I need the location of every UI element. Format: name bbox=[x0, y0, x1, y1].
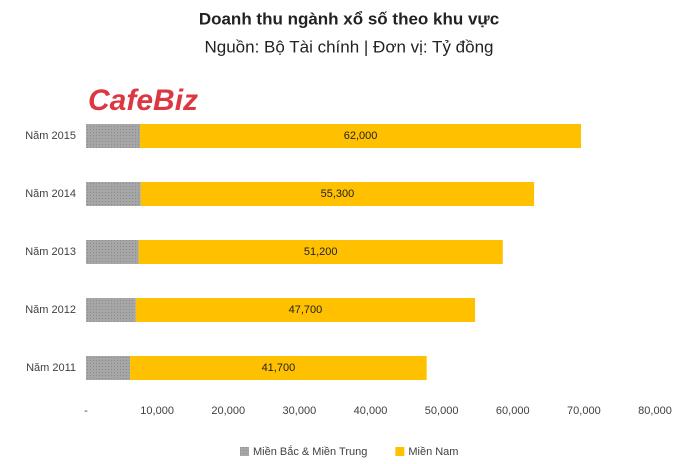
x-tick-label: 60,000 bbox=[496, 405, 530, 417]
x-tick-label: 10,000 bbox=[140, 405, 174, 417]
bar-segment bbox=[140, 182, 535, 206]
bar-segment bbox=[140, 124, 582, 148]
legend-swatch bbox=[395, 447, 405, 456]
chart-subtitle: Nguồn: Bộ Tài chính | Đơn vị: Tỷ đồng bbox=[205, 37, 494, 56]
bar-segment bbox=[130, 356, 427, 380]
y-tick-label: Năm 2014 bbox=[25, 188, 76, 200]
bar-segment bbox=[86, 182, 141, 206]
data-label: 47,700 bbox=[289, 304, 323, 316]
data-label: 41,700 bbox=[262, 362, 296, 374]
bar-segment bbox=[86, 240, 139, 264]
x-tick-label: 70,000 bbox=[567, 405, 601, 417]
chart-title: Doanh thu ngành xổ số theo khu vực bbox=[199, 9, 499, 28]
x-tick-label: 80,000 bbox=[638, 405, 672, 417]
y-tick-label: Năm 2011 bbox=[26, 362, 76, 374]
y-tick-label: Năm 2013 bbox=[25, 246, 76, 258]
watermark: CafeBiz bbox=[88, 84, 198, 117]
y-tick-label: Năm 2012 bbox=[25, 304, 76, 316]
legend-label: Miền Bắc & Miền Trung bbox=[253, 445, 367, 458]
y-tick-label: Năm 2015 bbox=[25, 130, 76, 142]
x-tick-label: 50,000 bbox=[425, 405, 459, 417]
legend-label: Miền Nam bbox=[408, 446, 458, 458]
bar-segment bbox=[86, 356, 131, 380]
x-tick-label: - bbox=[84, 405, 88, 417]
bar-segment bbox=[86, 298, 136, 322]
x-tick-label: 20,000 bbox=[211, 405, 245, 417]
bar-segment bbox=[138, 240, 503, 264]
bar-segment bbox=[86, 124, 141, 148]
data-label: 51,200 bbox=[304, 246, 338, 258]
data-label: 55,300 bbox=[321, 188, 355, 200]
bar-segment bbox=[135, 298, 476, 322]
legend-swatch bbox=[240, 447, 249, 456]
data-label: 62,000 bbox=[344, 130, 378, 142]
x-tick-label: 40,000 bbox=[354, 405, 388, 417]
x-tick-label: 30,000 bbox=[283, 405, 317, 417]
